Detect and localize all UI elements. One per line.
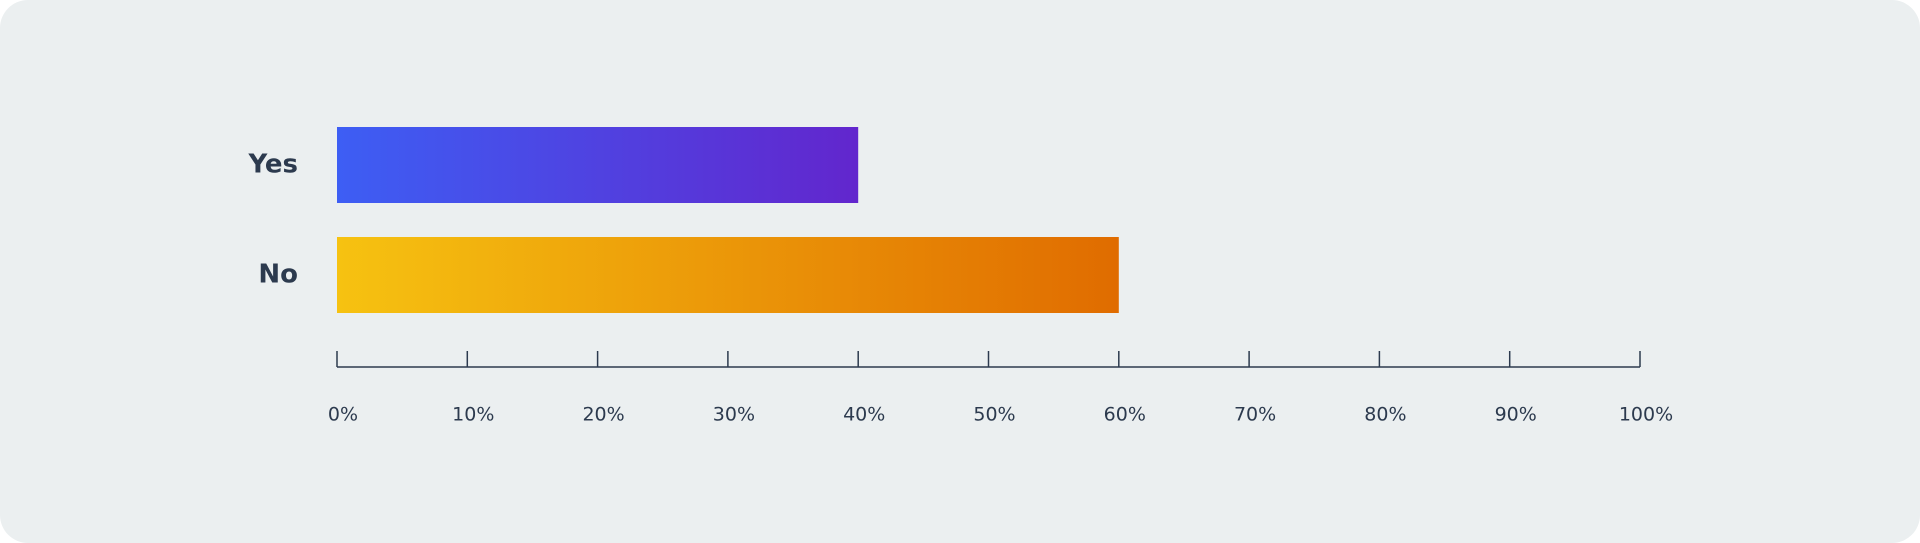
bar xyxy=(337,127,859,203)
x-tick-label: 40% xyxy=(843,404,885,426)
x-tick-label: 20% xyxy=(582,404,624,426)
x-tick-label: 90% xyxy=(1495,404,1537,426)
x-tick-label: 60% xyxy=(1104,404,1146,426)
x-tick-label: 50% xyxy=(973,404,1015,426)
x-tick-label: 0% xyxy=(328,404,358,426)
x-tick-label: 30% xyxy=(713,404,755,426)
x-tick-label: 80% xyxy=(1364,404,1406,426)
category-label: No xyxy=(258,260,298,290)
bar xyxy=(337,237,1119,313)
x-tick-label: 10% xyxy=(452,404,494,426)
x-tick-label: 100% xyxy=(1619,404,1673,426)
x-tick-label: 70% xyxy=(1234,404,1276,426)
category-label: Yes xyxy=(247,150,298,180)
